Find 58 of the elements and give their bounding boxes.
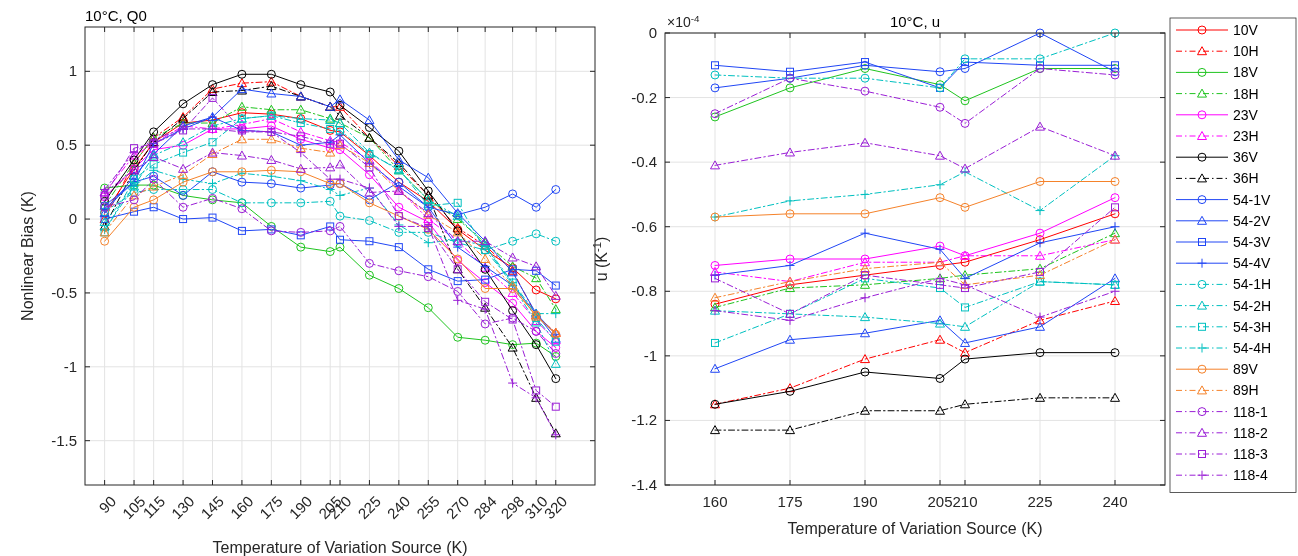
text: ×10$^{-4}$: [667, 12, 701, 30]
legend-label: 118-4: [1233, 467, 1268, 484]
y-tick-label: 0: [68, 210, 77, 228]
x-tick-label: 175: [777, 493, 803, 510]
x-tick-label: 130: [167, 492, 198, 523]
legend-label: 54-3V: [1233, 234, 1272, 250]
legend-label: 36H: [1233, 170, 1259, 187]
legend-label: 54-1H: [1233, 276, 1272, 293]
x-axis-title: Temperature of Variation Source (K): [212, 539, 468, 556]
x-tick-label: 175: [256, 492, 286, 523]
x-tick-label: 90: [95, 492, 120, 517]
legend-label: 10H: [1233, 43, 1259, 60]
x-tick-label: 225: [1027, 493, 1053, 510]
legend-label: 23V: [1233, 106, 1259, 123]
legend-label: 89V: [1233, 361, 1259, 378]
x-tick-label: 145: [197, 492, 228, 523]
legend-label: 54-4V: [1233, 255, 1272, 272]
legend-label: 18H: [1233, 85, 1259, 102]
x-tick-label: 255: [413, 492, 443, 523]
legend-label: 10V: [1233, 22, 1259, 38]
x-axis-title: Temperature of Variation Source (K): [787, 520, 1043, 537]
legend-label: 118-3: [1233, 446, 1268, 462]
x-tick-label: 205: [927, 493, 953, 510]
x-tick-label: 240: [383, 492, 414, 523]
legend-label: 54-2H: [1233, 297, 1272, 314]
legend-label: 118-2: [1233, 424, 1268, 441]
legend-label: 23H: [1233, 128, 1259, 144]
y-tick-label: -1.2: [631, 411, 657, 429]
y-tick-label: -1: [643, 346, 657, 364]
y-axis-title: Nonlinear Bias (K): [19, 191, 36, 321]
legend-label: 54-3H: [1233, 318, 1272, 335]
x-tick-label: 240: [1102, 493, 1128, 510]
y-tick-label: -1: [63, 357, 77, 375]
legend-label: 118-1: [1233, 403, 1268, 420]
y-tick-label: -0.4: [631, 153, 657, 171]
y-tick-label: -0.8: [631, 282, 657, 300]
y-tick-label: -1.5: [51, 431, 77, 449]
y-tick-label: -1.4: [631, 476, 657, 493]
legend-label: 18V: [1233, 64, 1259, 81]
x-tick-label: 160: [226, 492, 257, 523]
chart-title: 10°C, u: [889, 13, 941, 30]
y-tick-label: -0.2: [631, 88, 657, 106]
y-tick-label: 0: [648, 24, 657, 41]
legend-label: 54-2V: [1233, 212, 1272, 229]
legend-label: 89H: [1233, 382, 1259, 399]
x-tick-label: 160: [702, 493, 728, 510]
y-tick-label: -0.5: [51, 283, 77, 301]
chart-title: 10°C, Q0: [85, 7, 147, 24]
x-tick-label: 225: [354, 492, 384, 523]
y-tick-label: 0.5: [56, 136, 77, 154]
legend-label: 36V: [1233, 149, 1259, 166]
x-tick-label: 210: [952, 493, 978, 510]
y-tick-label: 1: [68, 62, 77, 80]
legend-label: 54-1V: [1233, 191, 1272, 208]
x-tick-label: 190: [285, 492, 316, 523]
legend-label: 54-4H: [1233, 340, 1272, 356]
x-tick-label: 190: [852, 493, 878, 510]
y-tick-label: -0.6: [631, 217, 657, 235]
